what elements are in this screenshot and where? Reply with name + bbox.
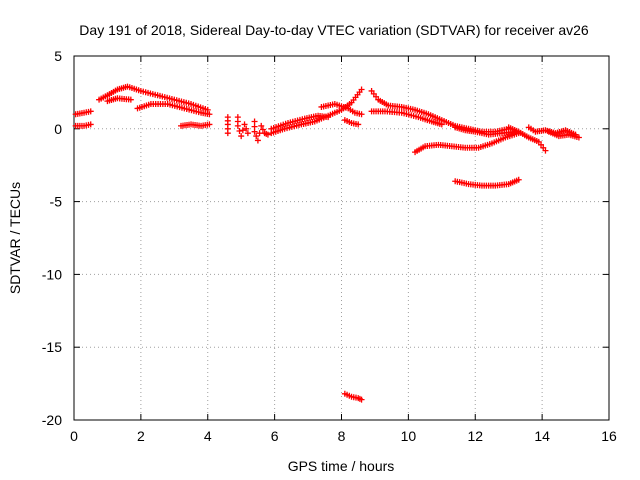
x-tick-label: 12: [467, 428, 483, 444]
data-point: [515, 176, 522, 183]
data-point: [244, 130, 251, 137]
data-point: [256, 130, 263, 137]
chart-title: Day 191 of 2018, Sidereal Day-to-day VTE…: [79, 22, 589, 38]
data-point: [358, 86, 365, 93]
data-point: [127, 96, 134, 103]
data-point: [358, 396, 365, 403]
data-point: [542, 147, 549, 154]
x-tick-label: 6: [271, 428, 279, 444]
data-point: [243, 125, 250, 132]
data-point: [253, 133, 260, 140]
data-point: [251, 118, 258, 125]
data-point: [241, 121, 248, 128]
data-point: [575, 134, 582, 141]
y-axis: 5 0 -5 -10 -15 -20: [42, 48, 609, 428]
y-tick-label: 5: [54, 48, 62, 64]
data-point: [355, 121, 362, 128]
data-point: [325, 114, 332, 121]
x-tick-label: 0: [70, 428, 78, 444]
y-tick-label: 0: [54, 121, 62, 137]
y-tick-label: -20: [42, 412, 62, 428]
x-tick-label: 8: [338, 428, 346, 444]
data-point: [87, 108, 94, 115]
data-point: [87, 121, 94, 128]
data-point: [258, 122, 265, 129]
x-axis-label: GPS time / hours: [288, 458, 395, 474]
x-tick-label: 16: [601, 428, 617, 444]
data-point: [206, 111, 213, 118]
data-point: [254, 137, 261, 144]
data-point: [358, 111, 365, 118]
x-tick-label: 2: [137, 428, 145, 444]
x-tick-label: 14: [534, 428, 550, 444]
data-point: [251, 128, 258, 135]
data-point: [259, 126, 266, 133]
y-tick-label: -10: [42, 266, 62, 282]
x-axis: 0 2 4 6 8 10 12 14 16: [70, 56, 617, 444]
x-tick-label: 4: [204, 428, 212, 444]
y-tick-label: -5: [50, 194, 63, 210]
y-axis-label: SDTVAR / TECUs: [7, 182, 23, 294]
x-tick-label: 10: [401, 428, 417, 444]
data-point: [239, 127, 246, 134]
data-point: [224, 130, 231, 137]
data-point: [438, 121, 445, 128]
data-point: [264, 131, 271, 138]
data-point: [238, 133, 245, 140]
y-tick-label: -15: [42, 339, 62, 355]
data-point: [206, 121, 213, 128]
data-points: [72, 83, 582, 403]
data-point: [236, 127, 243, 134]
data-point: [234, 122, 241, 129]
data-point: [251, 123, 258, 130]
